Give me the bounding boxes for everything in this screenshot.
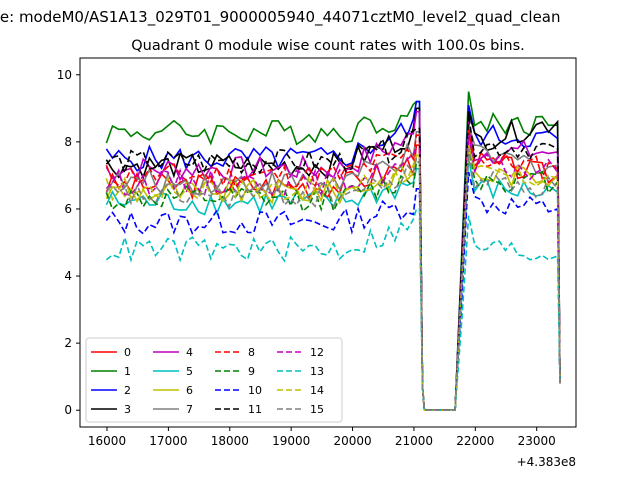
- y-tick-label: 4: [64, 269, 72, 283]
- legend-label-5: 5: [186, 365, 193, 378]
- plot-title: Quadrant 0 module wise count rates with …: [131, 38, 525, 54]
- legend-label-7: 7: [186, 403, 193, 416]
- plot-area: 16000 17000 18000 19000 20000 21000 22000 23000…: [57, 57, 577, 448]
- legend-label-15: 15: [310, 403, 324, 416]
- legend-box: [85, 337, 343, 423]
- legend-label-11: 11: [248, 403, 262, 416]
- y-tick-label: 10: [57, 68, 72, 82]
- legend-label-2: 2: [124, 384, 131, 397]
- legend-label-1: 1: [124, 365, 131, 378]
- legend-label-0: 0: [124, 346, 131, 359]
- series-line-1: [105, 91, 561, 411]
- legend-label-9: 9: [248, 365, 255, 378]
- y-tick-label: 8: [64, 135, 72, 149]
- series-line-11: [105, 114, 561, 411]
- legend-label-13: 13: [310, 365, 324, 378]
- x-tick-label: 20000: [333, 434, 371, 448]
- legend-label-12: 12: [310, 346, 324, 359]
- y-tick-label: 0: [64, 403, 72, 417]
- x-tick-label: 23000: [518, 434, 556, 448]
- series-line-7: [105, 124, 561, 411]
- legend-label-14: 14: [310, 384, 324, 397]
- y-tick-label: 6: [64, 202, 72, 216]
- legend-label-6: 6: [186, 384, 193, 397]
- axes-frame: [79, 57, 577, 428]
- series-line-13: [105, 208, 561, 411]
- series-line-15: [106, 148, 561, 411]
- x-tick-label: 18000: [211, 434, 249, 448]
- series-line-10: [105, 171, 561, 411]
- legend-label-3: 3: [124, 403, 131, 416]
- legend-label-8: 8: [248, 346, 255, 359]
- series-line-8: [105, 128, 561, 411]
- y-tick-label: 2: [64, 336, 72, 350]
- legend-label-10: 10: [248, 384, 262, 397]
- x-offset-label: +4.383e8: [517, 455, 576, 469]
- x-tick-label: 21000: [395, 434, 433, 448]
- x-tick-label: 17000: [149, 434, 187, 448]
- series-line-4: [105, 110, 561, 411]
- x-tick-label: 16000: [88, 434, 126, 448]
- figure-suptitle: n file: modeM0/AS1A13_029T01_9000005940_…: [0, 8, 561, 27]
- series-line-14: [105, 144, 561, 411]
- x-tick-label: 19000: [272, 434, 310, 448]
- legend-label-4: 4: [186, 346, 193, 359]
- series-line-12: [105, 135, 561, 411]
- x-tick-label: 22000: [456, 434, 494, 448]
